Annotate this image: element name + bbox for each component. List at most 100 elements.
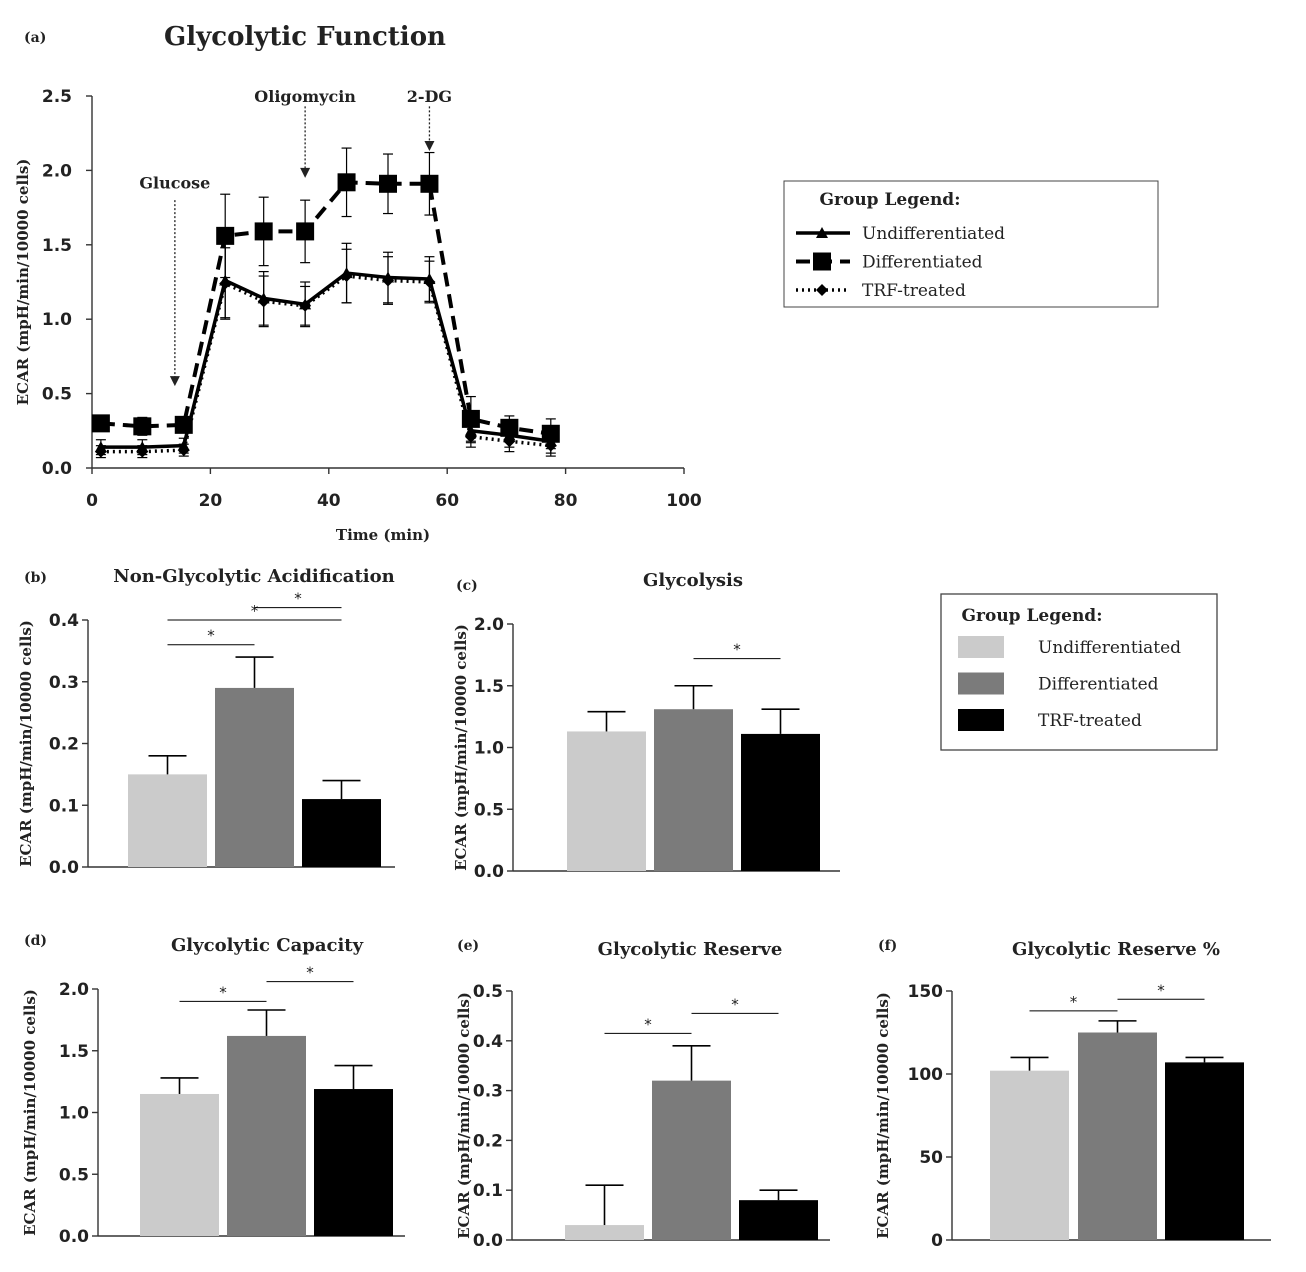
- legend-entry: Undifferentiated: [1038, 638, 1181, 658]
- y-tick-label: 0.2: [49, 735, 79, 755]
- panel-label: (c): [456, 578, 478, 594]
- panel-a: (a) Glycolytic Function 0.0 0.5 1.0 1.5 2.0 2.5…: [14, 22, 1159, 544]
- y-tick-label: 50: [919, 1148, 943, 1168]
- y-tick-label: 0.0: [473, 1231, 503, 1251]
- significance-star: *: [207, 627, 215, 645]
- bar-differentiated: [215, 687, 294, 867]
- data-point-triangle: [94, 441, 107, 453]
- significance-star: *: [306, 964, 314, 982]
- chart-title: Glycolytic Reserve: [598, 939, 783, 960]
- legend-entry: Differentiated: [862, 253, 983, 273]
- legend-swatch: [958, 709, 1004, 731]
- data-point-square: [500, 418, 519, 437]
- data-point-square: [541, 424, 560, 443]
- significance-star: *: [294, 590, 302, 608]
- y-axis-label: ECAR (mpH/min/10000 cells): [17, 620, 35, 867]
- panel-e: (e) Glycolytic Reserve 0.0 0.1 0.2 0.3 0.4 0.5E…: [455, 938, 830, 1251]
- series-trf-treated: [94, 247, 557, 459]
- significance-star: *: [644, 1015, 652, 1033]
- y-tick-label: 2.0: [59, 980, 89, 1000]
- legend-title: Group Legend:: [820, 190, 961, 210]
- legend-box: [783, 180, 1159, 308]
- legend-a: Group Legend: Undifferentiated Differentia…: [783, 180, 1159, 308]
- y-tick-label: 0.0: [59, 1227, 89, 1247]
- panel-label: (e): [457, 938, 479, 954]
- data-point-triangle: [816, 227, 828, 238]
- panel-label: (a): [24, 30, 46, 46]
- y-tick-label: 0.0: [49, 858, 79, 878]
- x-axis-label: Time (min): [336, 526, 430, 544]
- legend-entry: Differentiated: [1038, 675, 1159, 695]
- bar-trf-treated: [1165, 1062, 1244, 1240]
- significance-star: *: [1070, 993, 1078, 1011]
- bar-trf-treated: [314, 1089, 393, 1236]
- y-axis-label: ECAR (mpH/min/10000 cells): [21, 989, 39, 1236]
- significance-star: *: [731, 995, 739, 1013]
- data-point-triangle: [177, 439, 190, 451]
- chart-title: Glycolysis: [643, 570, 743, 591]
- bar-undifferentiated: [140, 1093, 219, 1236]
- y-tick-label: 1.0: [59, 1104, 89, 1124]
- annotation-label: Oligomycin: [254, 87, 356, 106]
- data-point-triangle: [382, 271, 394, 283]
- y-tick-label: 2.0: [42, 161, 72, 181]
- y-tick-label: 0.5: [473, 982, 503, 1002]
- y-tick-label: 0.1: [49, 796, 79, 816]
- data-point-triangle: [219, 274, 232, 286]
- x-tick-label: 100: [666, 491, 702, 511]
- data-point-triangle: [423, 273, 436, 285]
- data-point-triangle: [257, 292, 270, 304]
- series-line: [100, 180, 552, 436]
- annotation-arrow-head: [300, 167, 311, 178]
- data-point-square: [337, 173, 356, 192]
- data-point-diamond: [816, 284, 828, 296]
- bar-trf-treated: [739, 1200, 818, 1240]
- y-tick-label: 0.2: [473, 1131, 503, 1151]
- x-tick-label: 0: [86, 491, 98, 511]
- significance-star: *: [733, 641, 741, 659]
- y-tick-label: 0.5: [474, 800, 504, 820]
- data-point-square: [420, 174, 439, 193]
- legend-swatch: [958, 672, 1004, 695]
- y-tick-label: 0.3: [473, 1082, 503, 1102]
- y-tick-label: 1.0: [474, 739, 504, 759]
- bar-undifferentiated: [990, 1070, 1069, 1240]
- y-tick-label: 100: [908, 1065, 944, 1085]
- data-point-square: [379, 174, 397, 193]
- data-point-square: [461, 409, 480, 428]
- data-point-triangle: [136, 441, 149, 453]
- series-line: [100, 271, 552, 449]
- chart-title: Glycolytic Function: [164, 22, 446, 52]
- legend-entry: Undifferentiated: [862, 224, 1005, 244]
- bar-differentiated: [1078, 1032, 1157, 1240]
- data-point-square: [174, 415, 193, 434]
- x-tick-label: 20: [199, 491, 223, 511]
- y-axis-label: ECAR (mpH/min/10000 cells): [14, 159, 32, 406]
- y-tick-label: 0.5: [42, 385, 72, 405]
- y-axis-label: ECAR (mpH/min/10000 cells): [455, 992, 473, 1239]
- bar-trf-treated: [302, 799, 381, 867]
- data-point-triangle: [340, 267, 353, 279]
- panel-label: (b): [24, 570, 47, 586]
- legend-bars: Group Legend: Undifferentiated Differentia…: [940, 593, 1218, 751]
- legend-swatch: [958, 636, 1004, 658]
- data-point-square: [296, 222, 315, 241]
- y-tick-label: 0.1: [473, 1181, 503, 1201]
- annotation-label: Glucose: [139, 173, 210, 192]
- significance-star: *: [251, 602, 259, 620]
- y-tick-label: 0.4: [473, 1032, 503, 1052]
- y-tick-label: 0.0: [474, 862, 504, 882]
- x-tick-label: 80: [554, 491, 578, 511]
- panel-f: (f) Glycolytic Reserve % 0 50 100 150 ECAR (mp…: [874, 938, 1271, 1251]
- data-point-square: [133, 417, 152, 436]
- legend-entry: TRF-treated: [1038, 711, 1142, 731]
- y-tick-label: 0.4: [49, 611, 79, 631]
- chart-title: Glycolytic Capacity: [171, 935, 364, 956]
- bar-undifferentiated: [567, 731, 646, 871]
- chart-title: Non-Glycolytic Acidification: [113, 566, 394, 587]
- data-point-triangle: [299, 298, 312, 310]
- y-axis-label: ECAR (mpH/min/10000 cells): [452, 624, 470, 871]
- bar-undifferentiated: [565, 1225, 644, 1240]
- data-point-square: [813, 252, 831, 271]
